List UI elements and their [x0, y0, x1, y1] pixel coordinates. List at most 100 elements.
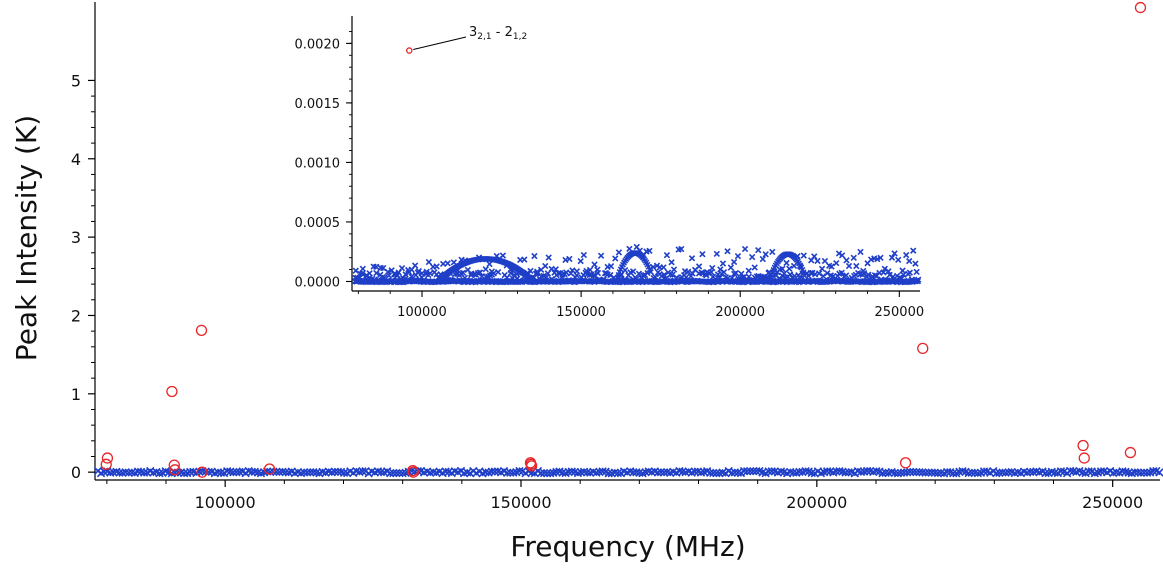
inset-predicted-point: [529, 277, 536, 284]
inset-predicted-point: [683, 273, 690, 281]
annotation-text: 2: [505, 25, 513, 40]
inset-predicted-point: [548, 276, 555, 283]
predicted-point: [216, 468, 226, 477]
inset-predicted-point: [793, 277, 800, 284]
inset-predicted-point: [531, 252, 538, 260]
inset-predicted-point: [569, 267, 576, 274]
predicted-point: [1142, 468, 1152, 477]
predicted-point: [912, 467, 921, 477]
detected-point: [195, 324, 208, 337]
predicted-point: [1096, 467, 1106, 476]
main-plot: 0 1 2 3 4 5 100000 150000 200000 250000: [71, 1, 1163, 512]
inset-predicted-point: [912, 260, 919, 267]
inset-predicted-point: [684, 268, 692, 275]
predicted-point: [223, 466, 232, 476]
predicted-point: [546, 469, 555, 478]
inset-predicted-point: [663, 252, 671, 259]
inset-detected-point: [406, 47, 413, 54]
predicted-point: [801, 466, 810, 476]
predicted-point: [921, 468, 930, 477]
inset-predicted-point: [359, 270, 366, 278]
inset-predicted-point: [885, 268, 892, 275]
inset-predicted-point: [482, 266, 489, 273]
detected-point: [1077, 439, 1089, 452]
predicted-point: [1112, 468, 1121, 477]
inset-predicted-point: [797, 275, 804, 282]
predicted-point: [727, 468, 736, 477]
inset-predicted-point: [597, 252, 605, 259]
predicted-point: [752, 467, 761, 476]
inset-predicted-point: [913, 268, 920, 276]
inset-predicted-point: [886, 271, 893, 279]
inset-predicted-point: [486, 260, 493, 268]
inset-predicted-point: [753, 273, 761, 280]
inset-predicted-point: [428, 278, 436, 285]
x-axis-title: Frequency (MHz): [510, 530, 745, 563]
predicted-point: [1041, 468, 1050, 478]
inset-y-tick-label: 0.0020: [295, 37, 341, 52]
inset-predicted-point: [418, 270, 426, 277]
predicted-point: [1136, 468, 1146, 477]
inset-predicted-point: [821, 257, 829, 265]
inset-predicted-point: [814, 257, 821, 265]
inset-predicted-point: [410, 277, 418, 284]
predicted-point: [1118, 467, 1127, 476]
inset-predicted-point: [521, 256, 528, 263]
y-tick-label: 2: [71, 306, 81, 325]
detected-point: [101, 452, 114, 464]
inset-predicted-point: [586, 266, 594, 274]
inset-predicted-point: [716, 274, 723, 282]
inset-predicted-point: [899, 267, 906, 274]
detected-point: [169, 464, 181, 476]
annotation-label: 32,1 - 21,2: [469, 25, 527, 42]
inset-predicted-point: [783, 259, 790, 267]
predicted-point: [844, 468, 853, 477]
inset-predicted-point: [580, 251, 588, 259]
inset-predicted-point: [527, 267, 534, 275]
inset-predicted-point: [577, 257, 584, 265]
inset-predicted-point: [394, 272, 401, 279]
inset-predicted-point: [499, 252, 507, 259]
inset-predicted-point: [724, 248, 731, 255]
inset-predicted-point: [607, 263, 615, 270]
inset-predicted-point: [880, 269, 887, 276]
predicted-point: [598, 467, 607, 476]
detected-point: [166, 385, 178, 398]
predicted-point: [118, 468, 127, 477]
inset-predicted-point: [646, 247, 653, 255]
inset-predicted-point: [373, 263, 380, 271]
inset-predicted-point: [623, 277, 630, 284]
inset-predicted-point: [356, 270, 364, 277]
inset-predicted-point: [476, 269, 484, 276]
inset-predicted-point: [734, 252, 742, 260]
inset-predicted-point: [786, 265, 793, 272]
inset-predicted-point: [895, 256, 902, 264]
inset-predicted-point: [821, 278, 828, 285]
inset-predicted-point: [911, 277, 918, 285]
inset-predicted-point: [741, 245, 749, 253]
y-tick-label: 3: [71, 228, 81, 247]
predicted-point: [949, 469, 958, 478]
x-tick-label: 100000: [195, 493, 256, 512]
predicted-point: [358, 467, 367, 476]
inset-predicted-point: [877, 254, 884, 261]
inset-predicted-point: [471, 270, 478, 278]
predicted-point: [509, 468, 518, 477]
inset-predicted-point: [891, 250, 898, 257]
detected-point: [1124, 446, 1137, 459]
predicted-point: [487, 467, 496, 476]
inset-predicted-point: [910, 247, 917, 254]
predicted-point: [235, 467, 244, 477]
detected-point: [196, 466, 208, 478]
predicted-point: [515, 466, 524, 476]
inset-predicted-point: [818, 265, 826, 272]
predicted-point: [995, 468, 1004, 478]
inset-predicted-point: [906, 269, 914, 276]
inset-predicted-point: [398, 265, 406, 272]
inset-predicted-point: [459, 269, 467, 277]
predicted-point: [942, 467, 952, 477]
predicted-point: [179, 468, 189, 478]
inset-predicted-point: [709, 264, 716, 272]
predicted-point: [1050, 468, 1059, 477]
predicted-point: [386, 469, 395, 478]
